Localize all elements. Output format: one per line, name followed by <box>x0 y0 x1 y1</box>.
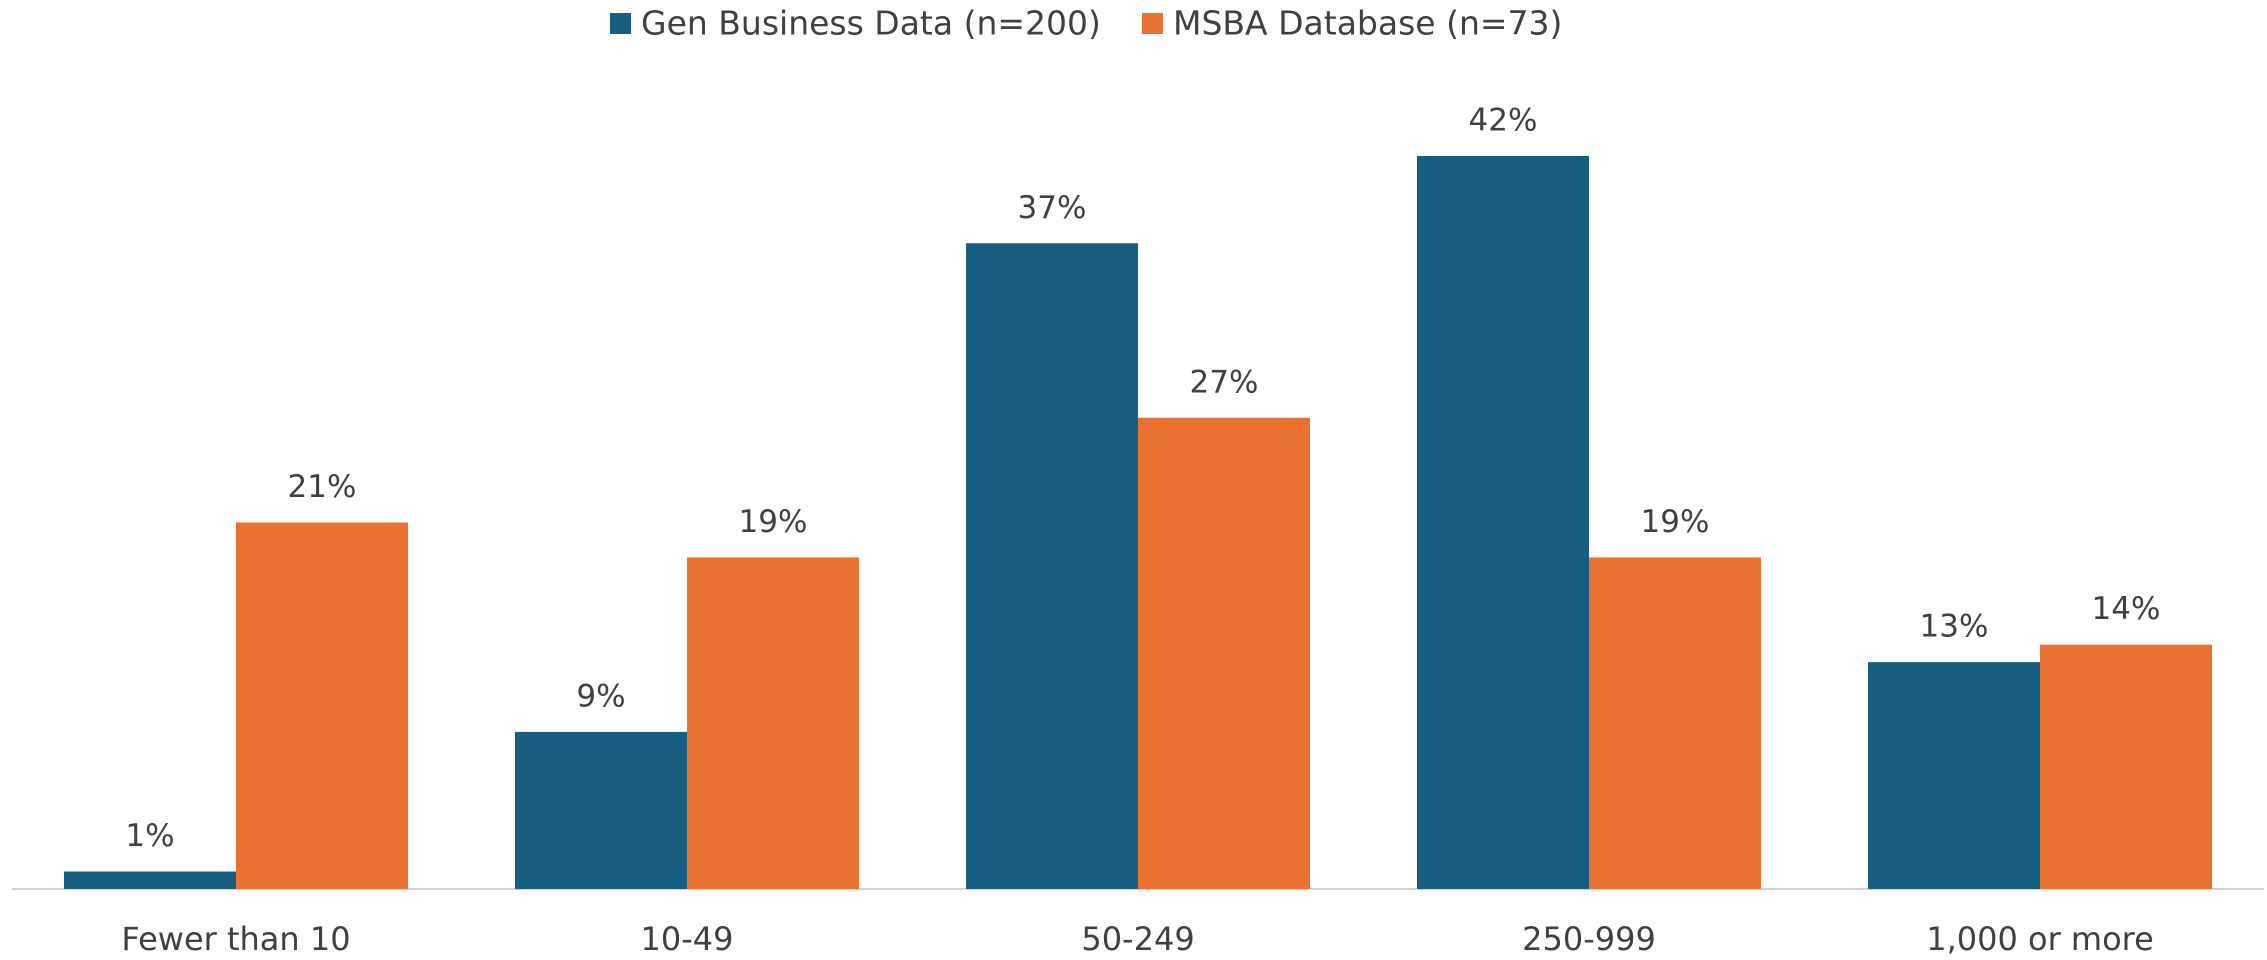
x-tick-label: 1,000 or more <box>1926 920 2154 958</box>
bar <box>966 243 1138 889</box>
bar <box>2040 644 2212 889</box>
bar <box>236 522 408 889</box>
x-tick-label: 10-49 <box>641 920 734 958</box>
x-tick-label: 50-249 <box>1081 920 1194 958</box>
bar <box>1589 557 1761 889</box>
legend-label: MSBA Database (n=73) <box>1173 4 1562 43</box>
data-label: 19% <box>739 504 808 540</box>
data-label: 14% <box>2092 591 2161 627</box>
bar <box>64 871 236 889</box>
bar <box>515 731 687 889</box>
bar <box>1417 156 1589 889</box>
data-label: 42% <box>1469 103 1538 139</box>
data-label: 9% <box>576 678 625 714</box>
bar <box>1138 417 1310 889</box>
legend-swatch <box>610 13 631 34</box>
data-label: 21% <box>288 469 357 505</box>
data-label: 1% <box>125 818 174 854</box>
bar <box>1868 662 2040 889</box>
legend-label: Gen Business Data (n=200) <box>641 4 1101 43</box>
data-label: 13% <box>1920 609 1989 645</box>
data-label: 37% <box>1018 190 1087 226</box>
x-tick-label: 250-999 <box>1522 920 1656 958</box>
legend-swatch <box>1142 13 1163 34</box>
x-tick-label: Fewer than 10 <box>121 920 350 958</box>
data-label: 27% <box>1190 364 1259 400</box>
bar <box>687 557 859 889</box>
data-label: 19% <box>1641 504 1710 540</box>
